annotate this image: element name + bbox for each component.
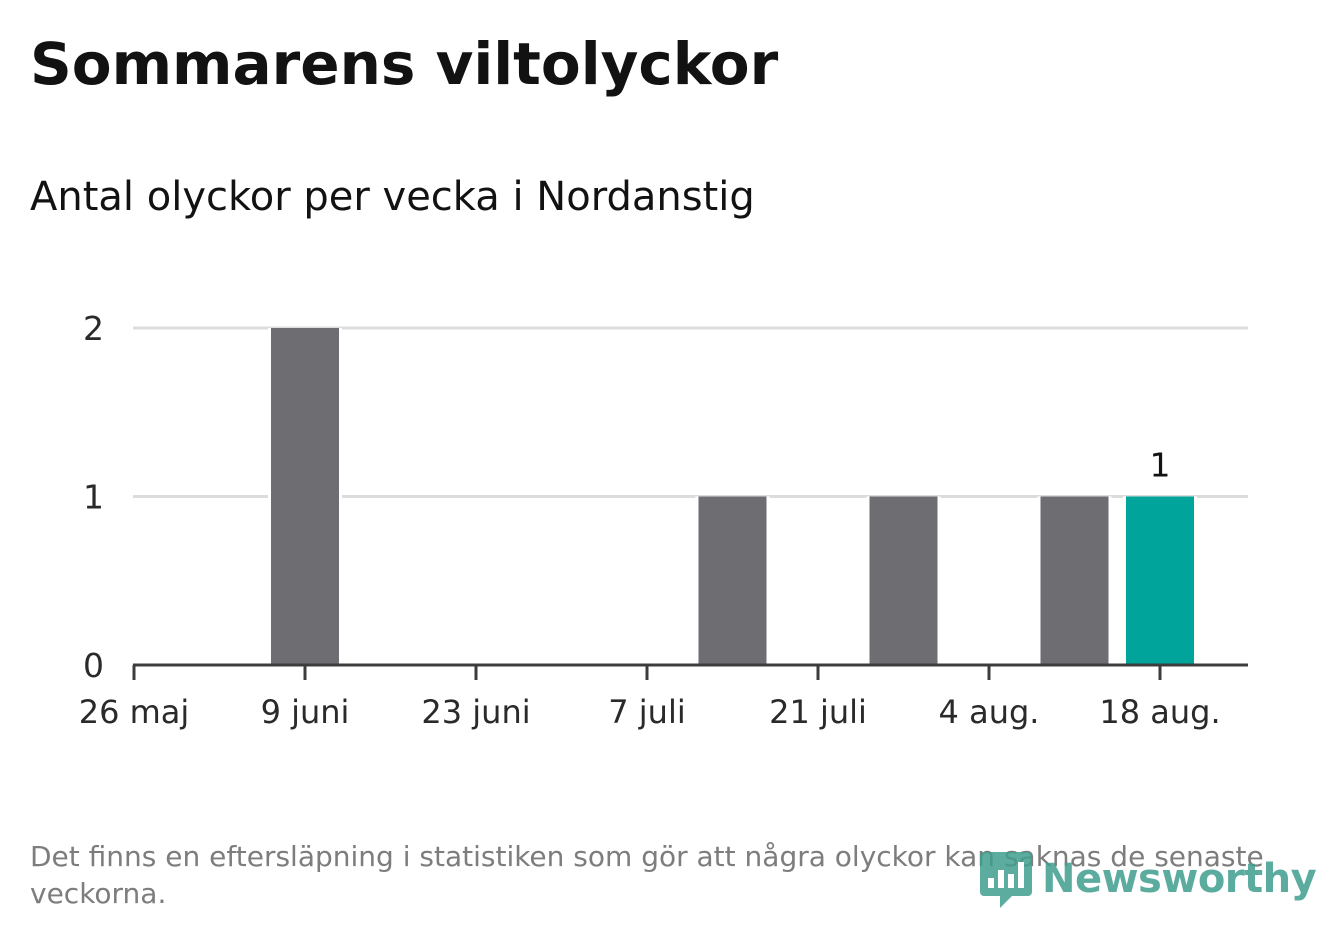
bars (268, 328, 1197, 665)
bar-highlight (1126, 496, 1194, 665)
speech-bubble-chart-icon (980, 852, 1032, 908)
chart-subtitle: Antal olyckor per vecka i Nordanstig (30, 174, 755, 220)
bar (271, 328, 339, 665)
x-tick-label: 23 juni (421, 693, 530, 731)
newsworthy-logo: Newsworthy (978, 848, 1317, 910)
brand-name: Newsworthy (1042, 856, 1317, 902)
y-tick-label: 1 (83, 478, 104, 517)
y-tick-label: 2 (83, 309, 104, 348)
x-tick-label: 7 juli (608, 693, 685, 731)
chart-title: Sommarens viltolyckor (30, 30, 779, 98)
x-axis (132, 663, 1248, 680)
x-tick-label: 4 aug. (939, 693, 1040, 731)
data-label: 1 (1150, 446, 1171, 485)
bar (698, 496, 767, 665)
bar (1040, 496, 1109, 665)
x-tick-label: 9 juni (261, 693, 350, 731)
y-tick-label: 0 (83, 646, 104, 685)
bar-chart: 0 1 2 26 maj 9 juni 23 juni 7 juli 21 juli 4 aug… (79, 309, 1248, 731)
x-tick-label: 21 juli (769, 693, 867, 731)
x-tick-label: 18 aug. (1099, 693, 1220, 731)
x-tick-label: 26 maj (79, 693, 190, 731)
footnote: Det finns en eftersläpning i statistiken… (30, 840, 1264, 910)
labels: 0 1 2 26 maj 9 juni 23 juni 7 juli 21 juli 4 aug… (79, 309, 1221, 731)
bar (869, 496, 938, 665)
